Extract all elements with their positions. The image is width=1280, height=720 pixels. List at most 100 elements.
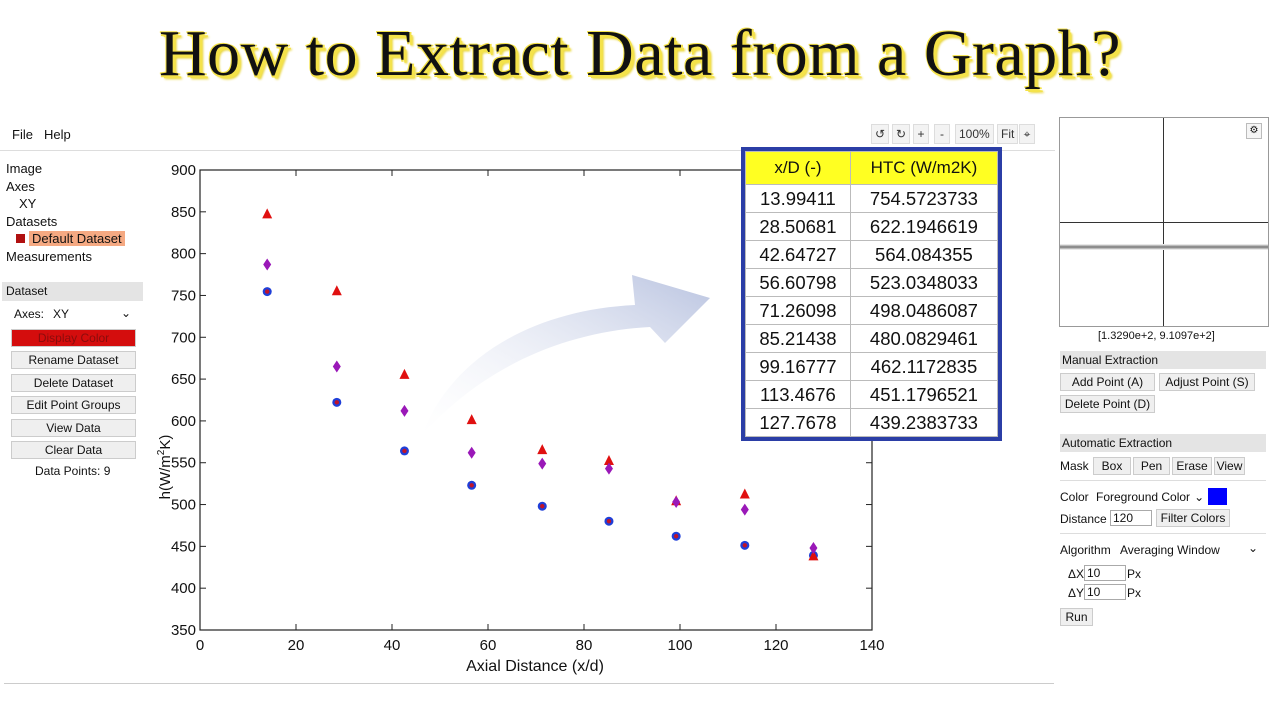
data-point-triangle[interactable]: [262, 208, 273, 219]
zoom-out-button[interactable]: -: [934, 124, 950, 144]
zoom-magnified-line: [1060, 244, 1268, 250]
tree-default-dataset[interactable]: Default Dataset: [6, 230, 125, 248]
dx-label: ΔX: [1068, 567, 1085, 581]
y-axis-label: h(W/m2K): [156, 435, 174, 500]
x-axis-label: Axial Distance (x/d): [466, 658, 604, 675]
table-cell: 113.4676: [745, 380, 851, 409]
tree-axes[interactable]: Axes: [6, 178, 35, 194]
menu-help[interactable]: Help: [44, 127, 71, 142]
data-point-marker-center: [469, 483, 474, 488]
dataset-color-swatch: [16, 234, 25, 243]
data-point-triangle[interactable]: [466, 414, 477, 425]
data-point-diamond[interactable]: [672, 496, 681, 509]
mask-view-button[interactable]: View: [1214, 457, 1245, 475]
data-point-diamond[interactable]: [604, 462, 613, 475]
y-tick-label: 550: [171, 455, 196, 472]
extracted-data-table: x/D (-) HTC (W/m2K) 13.99411 754.5723733 …: [741, 147, 1002, 441]
tree-default-dataset-label: Default Dataset: [29, 231, 125, 246]
data-point-triangle[interactable]: [808, 550, 819, 561]
data-point-marker-center: [402, 448, 407, 454]
filter-colors-button[interactable]: Filter Colors: [1156, 509, 1230, 527]
data-point-marker-center: [334, 400, 339, 405]
dx-input[interactable]: 10: [1084, 565, 1126, 581]
mask-erase-button[interactable]: Erase: [1172, 457, 1212, 475]
data-point-diamond[interactable]: [400, 404, 409, 417]
algorithm-select-value: Averaging Window: [1120, 543, 1220, 557]
display-color-button[interactable]: Display Color: [11, 329, 136, 347]
adjust-point-button[interactable]: Adjust Point (S): [1159, 373, 1255, 391]
axes-select-label: Axes:: [14, 307, 45, 321]
rotate-left-icon[interactable]: ↺: [871, 124, 890, 144]
view-data-button[interactable]: View Data: [11, 419, 136, 437]
add-point-button[interactable]: Add Point (A): [1060, 373, 1155, 391]
data-point-triangle[interactable]: [537, 444, 548, 455]
edit-point-groups-button[interactable]: Edit Point Groups: [11, 396, 136, 414]
data-point-triangle[interactable]: [739, 488, 750, 499]
data-point-marker-center: [673, 534, 679, 539]
rotate-right-icon[interactable]: ↻: [892, 124, 911, 144]
dy-label: ΔY: [1068, 586, 1085, 600]
y-tick-label: 700: [171, 329, 196, 346]
color-select[interactable]: Foreground Color ⌄: [1096, 490, 1204, 504]
mask-box-button[interactable]: Box: [1093, 457, 1131, 475]
dx-unit: Px: [1127, 567, 1142, 581]
zoom-in-button[interactable]: +: [913, 124, 929, 144]
table-row: 113.4676 451.1796521: [745, 380, 999, 409]
algorithm-label: Algorithm: [1060, 543, 1111, 557]
table-row: 127.7678 439.2383733: [745, 408, 999, 437]
divider: [4, 683, 1054, 684]
color-swatch[interactable]: [1208, 488, 1227, 505]
y-tick-label: 800: [171, 246, 196, 263]
dy-input[interactable]: 10: [1084, 584, 1126, 600]
data-points-count: Data Points: 9: [35, 464, 111, 478]
menu-bar: File Help ↺ ↻ + - 100% Fit ⌖: [0, 120, 1055, 151]
data-point-diamond[interactable]: [740, 503, 749, 516]
data-point-diamond[interactable]: [332, 360, 341, 373]
data-point-marker-center: [606, 518, 612, 524]
data-point-diamond[interactable]: [538, 457, 547, 470]
run-button[interactable]: Run: [1060, 608, 1093, 626]
fit-button[interactable]: Fit: [997, 124, 1019, 144]
tree-datasets[interactable]: Datasets: [6, 213, 58, 229]
tree-image[interactable]: Image: [6, 161, 43, 176]
distance-label: Distance: [1060, 512, 1107, 526]
table-cell: 99.16777: [745, 352, 851, 381]
data-point-triangle[interactable]: [399, 368, 410, 379]
color-label: Color: [1060, 490, 1089, 504]
table-cell: 462.1172835: [849, 352, 999, 381]
table-header-xd: x/D (-): [745, 151, 851, 185]
delete-dataset-button[interactable]: Delete Dataset: [11, 374, 136, 392]
tree-measurements[interactable]: Measurements: [6, 248, 92, 264]
rename-dataset-button[interactable]: Rename Dataset: [11, 351, 136, 369]
data-point-triangle[interactable]: [331, 285, 342, 296]
table-cell: 56.60798: [745, 268, 851, 297]
y-tick-label: 450: [171, 538, 196, 555]
mask-pen-button[interactable]: Pen: [1133, 457, 1170, 475]
algorithm-select[interactable]: Averaging Window ⌄: [1120, 541, 1260, 557]
data-point-triangle[interactable]: [603, 455, 614, 466]
chevron-down-icon: ⌄: [120, 306, 131, 320]
gear-icon[interactable]: ⚙: [1246, 123, 1262, 139]
table-cell: 754.5723733: [849, 184, 999, 213]
data-point-diamond[interactable]: [263, 258, 272, 271]
table-cell: 622.1946619: [849, 212, 999, 241]
delete-point-button[interactable]: Delete Point (D): [1060, 395, 1155, 413]
table-row: 28.50681 622.1946619: [745, 212, 999, 241]
data-point-marker-center: [265, 289, 270, 294]
x-tick-label: 0: [196, 637, 204, 654]
dataset-section-header: Dataset: [2, 282, 143, 301]
table-cell: 71.26098: [745, 296, 851, 325]
table-cell: 85.21438: [745, 324, 851, 353]
tree-axes-xy[interactable]: XY: [19, 196, 37, 211]
data-point-diamond[interactable]: [467, 446, 476, 459]
chevron-down-icon: ⌄: [1247, 541, 1258, 555]
menu-file[interactable]: File: [12, 127, 33, 142]
table-cell: 564.084355: [849, 240, 999, 269]
distance-input[interactable]: 120: [1110, 510, 1152, 526]
axes-select[interactable]: XY ⌄: [53, 306, 133, 321]
zoom-level[interactable]: 100%: [955, 124, 994, 144]
clear-data-button[interactable]: Clear Data: [11, 441, 136, 459]
crosshair-icon[interactable]: ⌖: [1019, 124, 1035, 144]
x-tick-label: 80: [576, 637, 593, 654]
data-point-diamond[interactable]: [809, 542, 818, 555]
